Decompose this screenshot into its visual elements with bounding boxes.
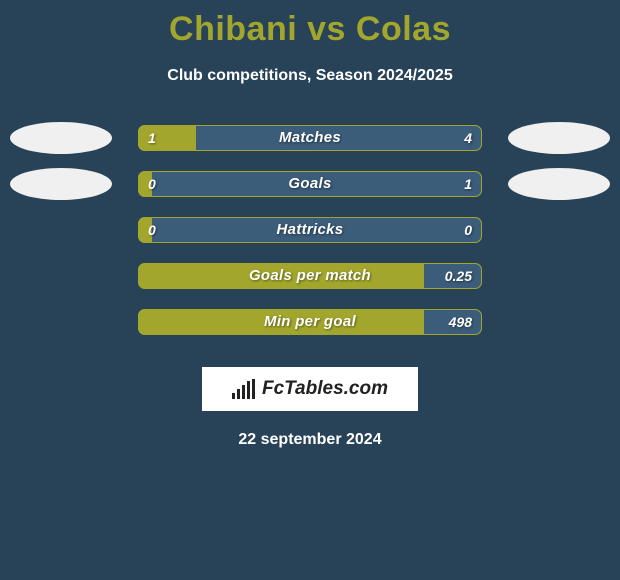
bar-label: Hattricks: [138, 217, 482, 243]
bar-chart-icon: [232, 379, 256, 399]
stat-row: Matches1 4: [0, 125, 620, 171]
stat-row: Goals0 1: [0, 171, 620, 217]
comparison-chart: Matches14Goals01Hattricks00Goals per mat…: [0, 125, 620, 355]
bar-label: Matches: [138, 125, 482, 151]
bar-label: Min per goal: [138, 309, 482, 335]
value-right: 0: [464, 217, 472, 243]
team-badge-left: [10, 122, 112, 154]
page-title: Chibani vs Colas: [0, 0, 620, 49]
team-badge-right: [508, 122, 610, 154]
team-badge-right: [508, 168, 610, 200]
team-badge-left: [10, 168, 112, 200]
stat-row: Goals per match0.25: [0, 263, 620, 309]
logo-text: FcTables.com: [262, 378, 388, 400]
subtitle: Club competitions, Season 2024/2025: [0, 67, 620, 85]
value-right: 4: [464, 125, 472, 151]
value-left: 0: [148, 217, 156, 243]
bar-label: Goals per match: [138, 263, 482, 289]
stat-row: Min per goal498: [0, 309, 620, 355]
value-right: 498: [449, 309, 472, 335]
stat-row: Hattricks0 0: [0, 217, 620, 263]
footer-date: 22 september 2024: [0, 431, 620, 449]
value-left: 1: [148, 125, 156, 151]
logo-box[interactable]: FcTables.com: [202, 367, 418, 411]
bar-label: Goals: [138, 171, 482, 197]
value-right: 1: [464, 171, 472, 197]
value-right: 0.25: [445, 263, 472, 289]
value-left: 0: [148, 171, 156, 197]
